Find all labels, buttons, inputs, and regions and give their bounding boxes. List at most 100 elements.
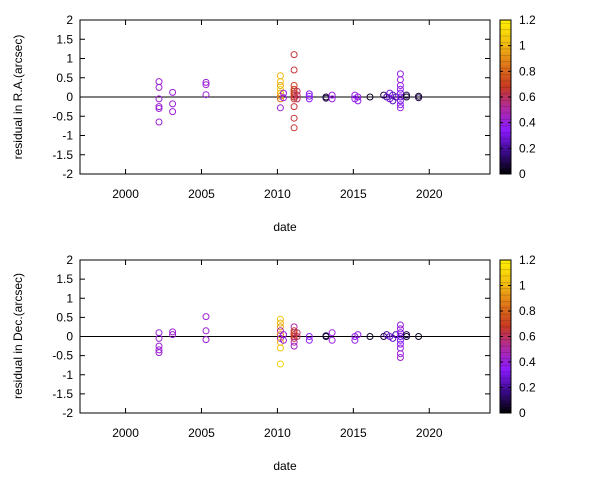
colorbar-band: [500, 141, 511, 146]
data-point: [328, 329, 336, 337]
colorbar-band: [500, 116, 511, 120]
colorbar-band: [500, 288, 511, 293]
colorbar-band: [500, 260, 511, 264]
colorbar-band: [500, 74, 511, 79]
colorbar-band: [500, 374, 511, 379]
y-tick-label: 1.5: [56, 272, 73, 286]
x-tick-label: 2000: [112, 187, 139, 201]
data-point: [305, 333, 313, 340]
colorbar-band: [500, 352, 511, 357]
colorbar-band: [500, 29, 511, 34]
data-point: [155, 105, 163, 112]
colorbar-band: [500, 272, 511, 277]
colorbar-band: [500, 48, 511, 53]
data-point: [396, 85, 404, 93]
data-point: [396, 104, 404, 112]
data-point: [276, 104, 284, 112]
colorbar-band: [500, 295, 511, 299]
data-point: [290, 51, 298, 59]
colorbar-band: [500, 164, 511, 168]
x-tick-label: 2015: [340, 426, 367, 440]
plot-frame: [79, 19, 491, 175]
colorbar-band: [500, 103, 511, 108]
colorbar-band: [500, 145, 511, 149]
colorbar-band: [500, 282, 511, 286]
data-point: [293, 91, 301, 99]
colorbar-band: [500, 97, 511, 101]
colorbar-band: [500, 138, 511, 143]
colorbar-band: [500, 20, 511, 24]
colorbar-band: [500, 170, 511, 175]
colorbar-band: [500, 119, 511, 124]
colorbar-band: [500, 291, 511, 296]
data-point: [396, 354, 404, 361]
data-point: [280, 89, 287, 97]
data-point: [366, 333, 374, 340]
data-point: [305, 92, 313, 100]
data-point: [396, 82, 404, 89]
colorbar-band: [500, 317, 511, 321]
data-point: [396, 89, 404, 97]
data-point: [305, 336, 313, 344]
data-point: [155, 78, 163, 86]
colorbar-band: [500, 346, 511, 350]
colorbar-band: [500, 125, 511, 130]
data-point: [396, 70, 404, 78]
colorbar-tick-label: 1: [519, 279, 526, 293]
y-tick-label: -1: [62, 129, 73, 143]
colorbar-tick-label: 0.4: [519, 355, 536, 369]
colorbar-band: [500, 32, 511, 37]
colorbar-band: [500, 23, 511, 27]
colorbar-band: [500, 64, 511, 69]
colorbar-band: [500, 87, 511, 91]
x-tick-label: 2005: [188, 426, 215, 440]
data-point: [322, 332, 330, 340]
data-point: [202, 91, 210, 99]
data-point: [276, 78, 284, 86]
colorbar-tick-label: 0: [519, 167, 526, 181]
data-point: [169, 108, 177, 116]
colorbar-band: [500, 113, 511, 117]
x-tick-label: 2000: [112, 426, 139, 440]
x-tick-label: 2010: [264, 187, 291, 201]
colorbar-band: [500, 36, 511, 40]
colorbar-band: [500, 342, 511, 347]
colorbar-band: [500, 100, 511, 104]
data-point: [276, 82, 284, 89]
colorbar-band: [500, 390, 511, 395]
y-tick-label: 1: [66, 291, 73, 305]
data-point: [354, 97, 362, 105]
data-point: [290, 342, 298, 350]
colorbar-band: [500, 406, 511, 411]
x-tick-label: 2010: [264, 426, 291, 440]
y-tick-label: -1: [62, 368, 73, 382]
data-point: [276, 95, 284, 103]
colorbar-band: [500, 26, 511, 31]
y-tick-label: 0: [66, 90, 73, 104]
y-tick-label: -1.5: [52, 387, 73, 401]
colorbar-tick-label: 0.8: [519, 304, 536, 318]
data-point: [396, 97, 404, 105]
colorbar-tick-label: 0.8: [519, 64, 536, 78]
data-point: [276, 72, 284, 80]
colorbar-band: [500, 90, 511, 95]
y-tick-label: -1.5: [52, 148, 73, 162]
colorbar-band: [500, 279, 511, 283]
data-point: [396, 321, 404, 329]
colorbar-band: [500, 42, 511, 47]
y-tick-label: 0: [66, 330, 73, 344]
data-point: [392, 331, 400, 339]
data-point: [169, 331, 177, 339]
data-point: [305, 90, 313, 98]
colorbar-band: [500, 45, 511, 50]
colorbar-band: [500, 68, 511, 72]
data-point: [290, 114, 298, 122]
colorbar: 1.2 1 0.8 0.6 0.4 0.2 0: [499, 13, 536, 181]
y-axis-label: residual in Dec.(arcsec): [11, 273, 25, 399]
colorbar-band: [500, 336, 511, 341]
colorbar-band: [500, 106, 511, 111]
colorbar-tick-label: 1.2: [519, 13, 536, 27]
data-point: [155, 349, 163, 357]
colorbar-band: [500, 339, 511, 344]
colorbar-tick-label: 0.4: [519, 116, 536, 130]
